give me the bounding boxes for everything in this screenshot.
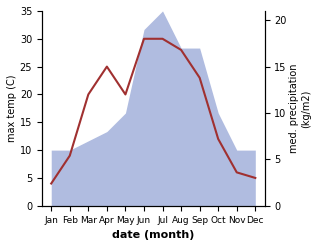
X-axis label: date (month): date (month) [112, 230, 194, 240]
Y-axis label: max temp (C): max temp (C) [7, 75, 17, 142]
Y-axis label: med. precipitation
(kg/m2): med. precipitation (kg/m2) [289, 64, 311, 153]
